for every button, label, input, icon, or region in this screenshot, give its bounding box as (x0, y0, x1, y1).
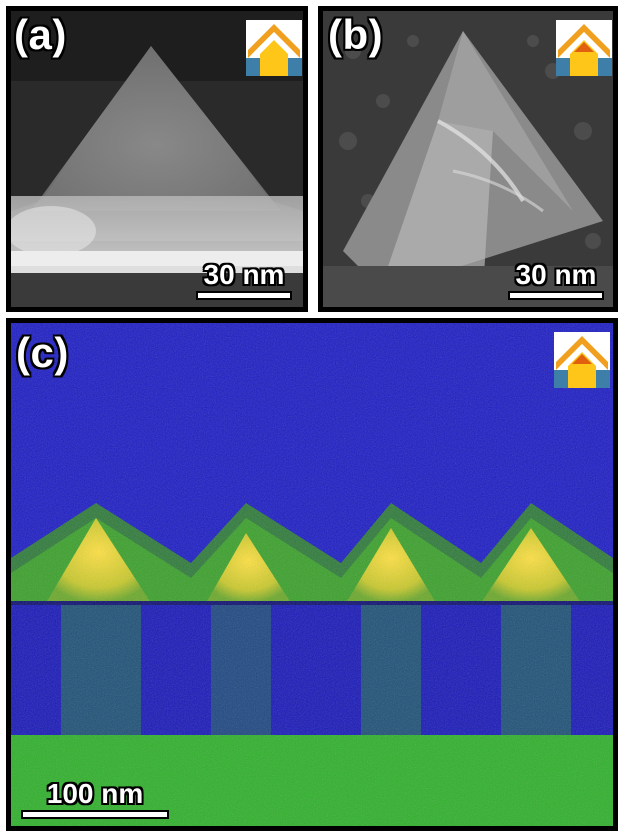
scale-bar-c: 100 nm (20, 780, 170, 819)
panel-b: (b) 30 nm (318, 6, 618, 312)
structure-schematic-icon (554, 332, 610, 388)
scale-bar-a-text: 30 nm (203, 259, 285, 290)
scale-bar-a: 30 nm (194, 261, 294, 300)
scale-bar-c-text: 100 nm (46, 778, 144, 809)
panel-b-label: (b) (328, 11, 384, 58)
panel-c-image (11, 323, 613, 826)
structure-schematic-icon (246, 20, 302, 76)
panel-a-label: (a) (14, 11, 67, 58)
panel-c: (c) 100 nm (6, 318, 618, 831)
scale-bar-b: 30 nm (506, 261, 606, 300)
panel-c-label: (c) (16, 329, 69, 376)
scale-bar-c-line (21, 810, 169, 819)
scale-bar-a-line (196, 291, 292, 300)
scale-bar-b-text: 30 nm (515, 259, 597, 290)
structure-schematic-icon (556, 20, 612, 76)
scale-bar-b-line (508, 291, 604, 300)
panel-a: (a) 30 nm (6, 6, 308, 312)
